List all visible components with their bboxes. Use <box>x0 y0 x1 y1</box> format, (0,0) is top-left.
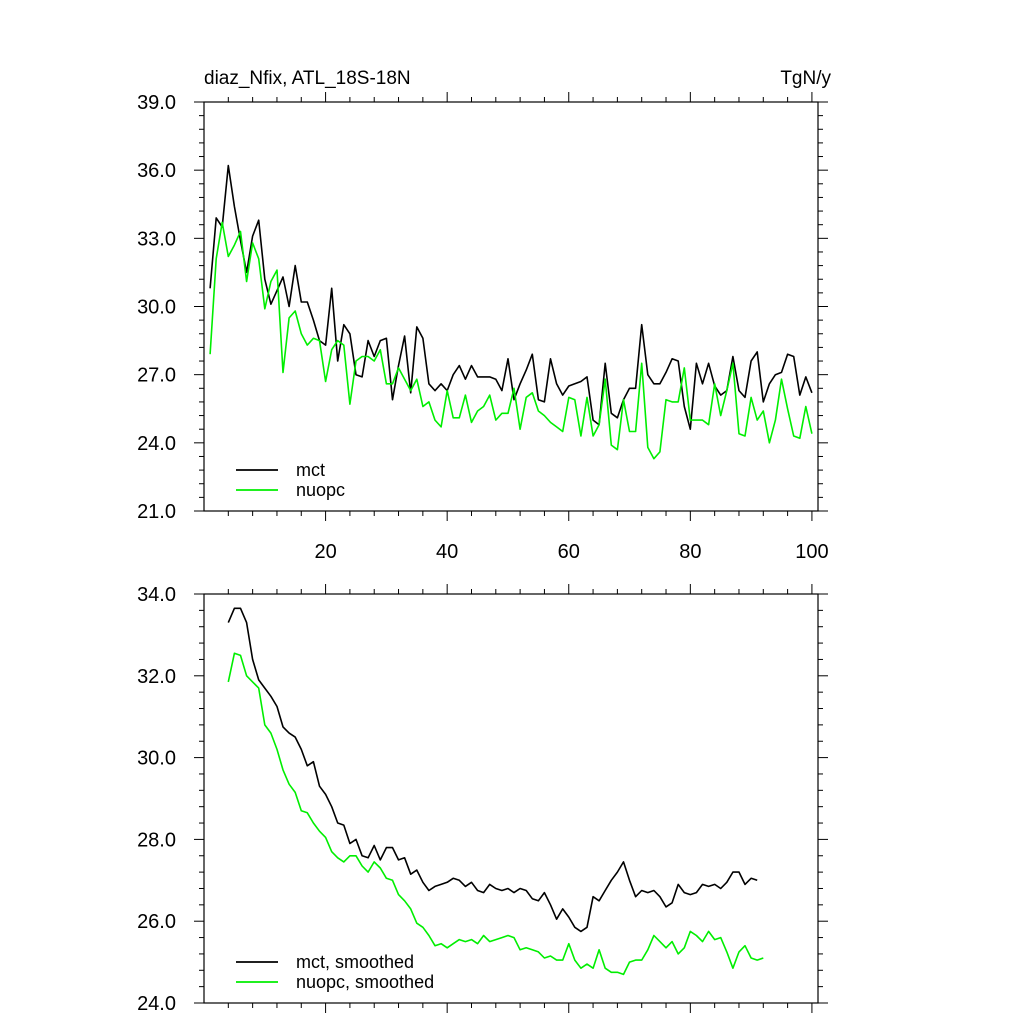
legend-label: mct <box>296 460 325 480</box>
y-tick-label: 28.0 <box>137 829 176 851</box>
series-line-mct <box>209 164 813 431</box>
top-plot-frame <box>203 101 819 512</box>
bottom-plot-frame <box>203 593 819 1004</box>
y-tick-label: 32.0 <box>137 666 176 688</box>
chart-title-right-units: TgN/y <box>780 68 831 89</box>
y-tick-label: 30.0 <box>137 748 176 770</box>
legend-label: mct, smoothed <box>296 952 414 972</box>
y-tick-label: 24.0 <box>137 993 176 1015</box>
y-tick-label: 27.0 <box>137 365 176 387</box>
top-chart-panel: diaz_Nfix, ATL_18S-18N TgN/y 21.0 24.0 27.… <box>137 68 831 563</box>
legend-label: nuopc, smoothed <box>296 972 434 992</box>
y-tick-label: 36.0 <box>137 160 176 182</box>
x-tick-label: 60 <box>558 541 580 563</box>
y-tick-label: 30.0 <box>137 297 176 319</box>
y-tick-label: 21.0 <box>137 501 176 523</box>
series-line-nuopc <box>209 221 813 460</box>
bottom-series-lines <box>227 607 764 976</box>
x-tick-label: 80 <box>679 541 701 563</box>
y-tick-label: 24.0 <box>137 433 176 455</box>
y-tick-label: 39.0 <box>137 92 176 114</box>
top-series-lines <box>209 164 813 460</box>
series-line-mct-smoothed <box>227 607 758 933</box>
x-tick-label: 40 <box>436 541 458 563</box>
y-tick-label: 33.0 <box>137 228 176 250</box>
legend-label: nuopc <box>296 480 345 500</box>
chart-title-left: diaz_Nfix, ATL_18S-18N <box>204 68 411 89</box>
top-axis-ticks: 21.0 24.0 27.0 30.0 33.0 36.0 39.0 20 40 60 80 100 <box>137 92 829 563</box>
x-tick-label: 20 <box>314 541 336 563</box>
y-tick-label: 34.0 <box>137 584 176 606</box>
y-tick-label: 26.0 <box>137 911 176 933</box>
x-tick-label: 100 <box>795 541 828 563</box>
bottom-axis-ticks: 24.0 26.0 28.0 30.0 32.0 34.0 <box>137 584 828 1015</box>
series-line-nuopc-smoothed <box>227 652 764 976</box>
bottom-chart-panel: 24.0 26.0 28.0 30.0 32.0 34.0 mct, smoothednu… <box>137 584 828 1015</box>
